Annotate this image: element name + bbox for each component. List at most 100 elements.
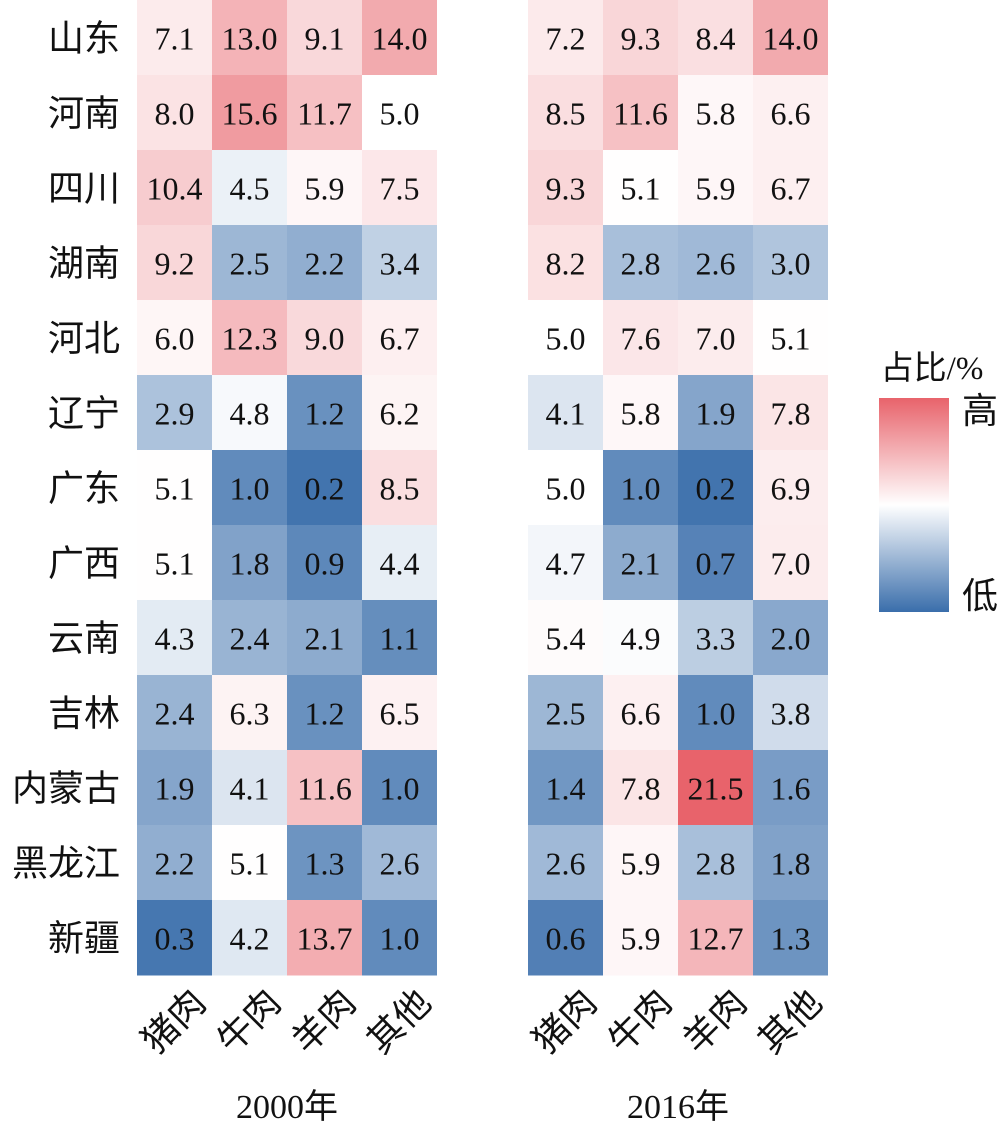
- cell-value-label: 12.7: [688, 921, 744, 957]
- cell-value-label: 0.6: [546, 921, 586, 957]
- heatmap-cell: [603, 600, 678, 676]
- heatmap-cell: [212, 900, 287, 976]
- colorbar: 占比/% 高 低: [879, 350, 998, 616]
- colorbar-low-label: 低: [962, 576, 998, 616]
- cell-value-label: 3.0: [771, 246, 811, 282]
- cell-value-label: 4.3: [155, 621, 195, 657]
- heatmap-cell: [287, 450, 362, 526]
- heatmap-cell: [753, 900, 828, 976]
- cell-value-label: 7.0: [771, 546, 811, 582]
- heatmap-cell: [603, 450, 678, 526]
- heatmap-cell: [753, 375, 828, 451]
- heatmap-cell: [212, 150, 287, 226]
- cell-value-label: 6.7: [380, 321, 420, 357]
- cell-value-label: 9.0: [305, 321, 345, 357]
- cell-value-label: 1.8: [230, 546, 270, 582]
- heatmap-cell: [212, 0, 287, 76]
- cell-value-label: 1.9: [696, 396, 736, 432]
- heatmap-cell: [528, 0, 603, 76]
- heatmap-cell: [603, 150, 678, 226]
- cell-value-label: 6.3: [230, 696, 270, 732]
- heatmap-cell: [362, 900, 437, 976]
- cell-value-label: 5.0: [546, 321, 586, 357]
- heatmap-cell: [362, 675, 437, 751]
- heatmap-cell: [753, 450, 828, 526]
- cell-value-label: 6.2: [380, 396, 420, 432]
- column-tick-label: 其他: [750, 982, 829, 1061]
- heatmap-cell: [137, 600, 212, 676]
- cell-value-label: 5.0: [546, 471, 586, 507]
- cell-value-label: 5.4: [546, 621, 586, 657]
- heatmap-cell: [137, 0, 212, 76]
- cell-value-label: 12.3: [222, 321, 278, 357]
- heatmap-cell: [137, 825, 212, 901]
- cell-value-label: 13.7: [297, 921, 353, 957]
- cell-value-label: 8.4: [696, 21, 736, 57]
- heatmap-cell: [603, 375, 678, 451]
- heatmap-cell: [287, 150, 362, 226]
- cell-value-label: 4.4: [380, 546, 420, 582]
- cell-value-label: 7.5: [380, 171, 420, 207]
- column-tick-label: 羊肉: [284, 982, 363, 1061]
- row-tick-label: 湖南: [48, 244, 120, 284]
- heatmap-cell: [287, 75, 362, 151]
- heatmap-cell: [528, 675, 603, 751]
- row-tick-label: 吉林: [48, 694, 120, 734]
- cell-value-label: 7.0: [696, 321, 736, 357]
- cell-value-label: 1.3: [771, 921, 811, 957]
- cell-value-label: 5.1: [771, 321, 811, 357]
- cell-value-label: 3.3: [696, 621, 736, 657]
- heatmap-cell: [753, 150, 828, 226]
- heatmap-cell: [753, 0, 828, 76]
- cell-value-label: 2.8: [621, 246, 661, 282]
- heatmap-cell: [362, 0, 437, 76]
- heatmap-cell: [753, 75, 828, 151]
- heatmap-cell: [603, 900, 678, 976]
- cell-value-label: 1.0: [380, 771, 420, 807]
- heatmap-cell: [753, 525, 828, 601]
- cell-value-label: 2.5: [230, 246, 270, 282]
- cell-value-label: 5.1: [155, 546, 195, 582]
- heatmap-cell: [212, 375, 287, 451]
- heatmap-cell: [287, 300, 362, 376]
- cell-value-label: 2.9: [155, 396, 195, 432]
- column-tick-label: 牛肉: [600, 982, 679, 1061]
- cell-value-label: 4.1: [230, 771, 270, 807]
- cell-value-label: 2.2: [305, 246, 345, 282]
- cell-value-label: 6.6: [621, 696, 661, 732]
- cell-value-label: 6.6: [771, 96, 811, 132]
- row-tick-label: 河南: [48, 94, 120, 134]
- cell-value-label: 1.0: [621, 471, 661, 507]
- panel-xlabel: 2000年: [236, 1088, 338, 1126]
- cell-value-label: 9.2: [155, 246, 195, 282]
- cell-value-label: 11.6: [613, 96, 668, 132]
- heatmap-cell: [678, 750, 753, 826]
- cell-value-label: 1.2: [305, 696, 345, 732]
- heatmap-cell: [603, 675, 678, 751]
- heatmap-cell: [362, 750, 437, 826]
- cell-value-label: 8.5: [546, 96, 586, 132]
- row-tick-label: 广西: [48, 544, 120, 584]
- heatmap-cell: [678, 225, 753, 301]
- cell-value-label: 2.0: [771, 621, 811, 657]
- heatmap-cell: [528, 375, 603, 451]
- cell-value-label: 1.2: [305, 396, 345, 432]
- cell-value-label: 11.7: [297, 96, 352, 132]
- panel-xlabel: 2016年: [627, 1088, 729, 1126]
- heatmap-cell: [362, 450, 437, 526]
- heatmap-cell: [137, 225, 212, 301]
- heatmap-cell: [678, 525, 753, 601]
- heatmap-cell: [678, 600, 753, 676]
- heatmap-cell: [212, 75, 287, 151]
- heatmap-cell: [137, 675, 212, 751]
- cell-value-label: 5.9: [696, 171, 736, 207]
- colorbar-high-label: 高: [962, 391, 998, 431]
- heatmap-cell: [137, 525, 212, 601]
- heatmap-cell: [362, 600, 437, 676]
- heatmap-cell: [212, 225, 287, 301]
- cell-value-label: 1.1: [380, 621, 420, 657]
- cell-value-label: 4.7: [546, 546, 586, 582]
- cell-value-label: 10.4: [147, 171, 203, 207]
- cell-value-label: 5.1: [230, 846, 270, 882]
- heatmap-cell: [528, 75, 603, 151]
